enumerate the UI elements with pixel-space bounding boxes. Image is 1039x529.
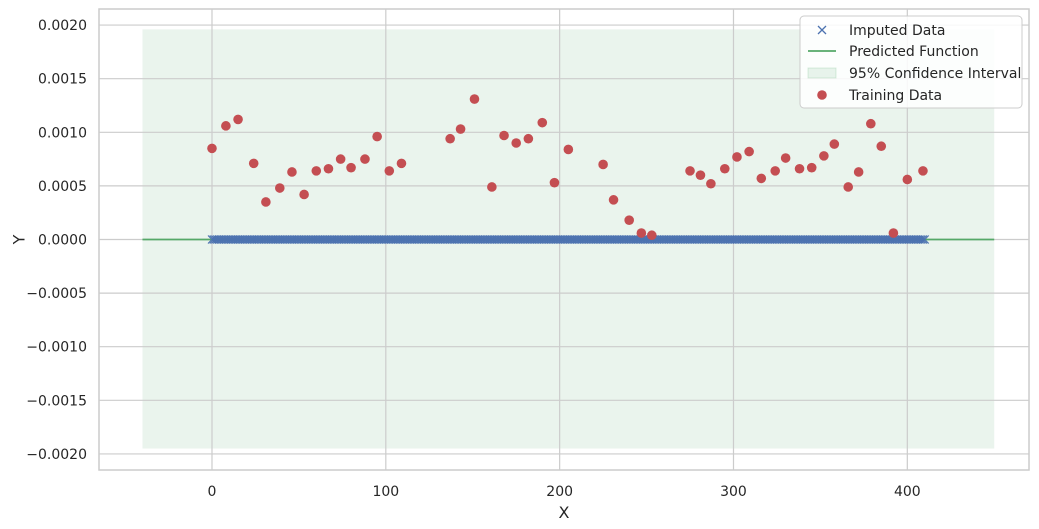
- x-tick-label: 300: [720, 484, 747, 500]
- imputed-data-layer: [207, 235, 930, 244]
- training-data-point: [445, 133, 455, 144]
- training-data-point: [207, 143, 217, 154]
- training-data-point: [780, 153, 791, 163]
- legend-circle-icon: [817, 90, 827, 100]
- training-data-point: [335, 154, 346, 164]
- training-data-point: [311, 166, 322, 176]
- training-data-point: [794, 163, 805, 174]
- y-tick-label: 0.0015: [38, 72, 87, 88]
- y-tick-labels: −0.0020 −0.0015 −0.0010 −0.0005 0.0000 0.0005…: [26, 18, 87, 463]
- training-data-point: [549, 177, 560, 188]
- x-tick-label: 200: [546, 484, 573, 500]
- training-data-point: [523, 133, 534, 144]
- training-data-point: [646, 230, 657, 241]
- training-data-point: [853, 167, 864, 177]
- training-data-point: [706, 178, 716, 189]
- training-data-point: [469, 94, 480, 104]
- training-data-point: [360, 154, 370, 164]
- training-data-point: [876, 141, 887, 152]
- training-data-point: [888, 228, 899, 238]
- training-data-point: [299, 189, 309, 200]
- training-data-point: [636, 228, 647, 238]
- training-data-point: [455, 124, 466, 134]
- legend-item-imputed: Imputed Data: [817, 23, 945, 39]
- training-data-point: [598, 159, 608, 170]
- legend: Imputed Data Predicted Function 95% Conf…: [799, 15, 1023, 109]
- training-data-point: [396, 158, 407, 169]
- training-data-point: [261, 197, 271, 207]
- training-data-point: [274, 183, 285, 193]
- x-tick-label: 0: [208, 484, 217, 500]
- legend-x-icon: [817, 25, 827, 35]
- training-data-point: [685, 166, 695, 176]
- training-data-layer: [207, 94, 928, 241]
- imputed-data-point: [916, 235, 926, 244]
- training-data-point: [866, 118, 876, 129]
- training-data-point: [770, 166, 781, 176]
- y-tick-label: 0.0000: [38, 233, 87, 249]
- training-data-point: [563, 144, 574, 155]
- training-data-point: [819, 151, 829, 161]
- x-tick-labels: 0 100 200 300 400: [208, 484, 921, 500]
- training-data-point: [843, 182, 854, 192]
- legend-band-icon: [807, 67, 837, 79]
- training-data-point: [248, 158, 259, 169]
- training-data-point: [732, 152, 742, 162]
- training-data-point: [902, 174, 913, 185]
- x-tick-label: 400: [894, 484, 921, 500]
- training-data-point: [499, 130, 509, 141]
- x-axis-label: X: [559, 503, 570, 522]
- y-axis-label: Y: [10, 234, 29, 245]
- training-data-point: [323, 163, 334, 174]
- training-data-point: [806, 162, 817, 173]
- y-tick-label: 0.0020: [38, 18, 87, 34]
- training-data-point: [511, 138, 521, 148]
- legend-item-confidence: 95% Confidence Interval: [807, 66, 1021, 82]
- y-tick-label: 0.0010: [38, 125, 87, 141]
- training-data-point: [384, 166, 395, 176]
- training-data-point: [829, 139, 840, 149]
- training-data-point: [918, 166, 928, 176]
- legend-label-predicted: Predicted Function: [849, 44, 979, 60]
- imputed-data-point: [920, 235, 930, 244]
- legend-label-training: Training Data: [848, 88, 942, 104]
- training-data-point: [756, 173, 767, 184]
- training-data-point: [608, 195, 619, 205]
- legend-box: [799, 15, 1023, 109]
- y-tick-label: 0.0005: [38, 179, 87, 195]
- legend-item-training: Training Data: [817, 88, 942, 104]
- training-data-point: [372, 131, 382, 142]
- imputed-data-point: [918, 235, 928, 244]
- training-data-point: [233, 114, 243, 125]
- plot-frame: [98, 8, 1030, 471]
- legend-label-imputed: Imputed Data: [849, 23, 945, 39]
- y-tick-label: −0.0005: [26, 286, 87, 302]
- training-data-point: [346, 162, 356, 173]
- training-data-point: [744, 146, 754, 157]
- legend-label-confidence: 95% Confidence Interval: [849, 66, 1021, 82]
- training-data-point: [695, 170, 706, 180]
- training-data-point: [719, 163, 730, 174]
- plot-border: [98, 8, 1030, 471]
- training-data-point: [287, 167, 297, 177]
- y-tick-label: −0.0015: [26, 393, 87, 409]
- training-data-point: [487, 182, 497, 192]
- legend-item-predicted: Predicted Function: [808, 44, 979, 60]
- training-data-point: [624, 215, 634, 226]
- training-data-point: [537, 117, 548, 128]
- y-tick-label: −0.0020: [26, 447, 87, 463]
- y-tick-label: −0.0010: [26, 340, 87, 356]
- x-tick-label: 100: [372, 484, 399, 500]
- training-data-point: [221, 121, 231, 131]
